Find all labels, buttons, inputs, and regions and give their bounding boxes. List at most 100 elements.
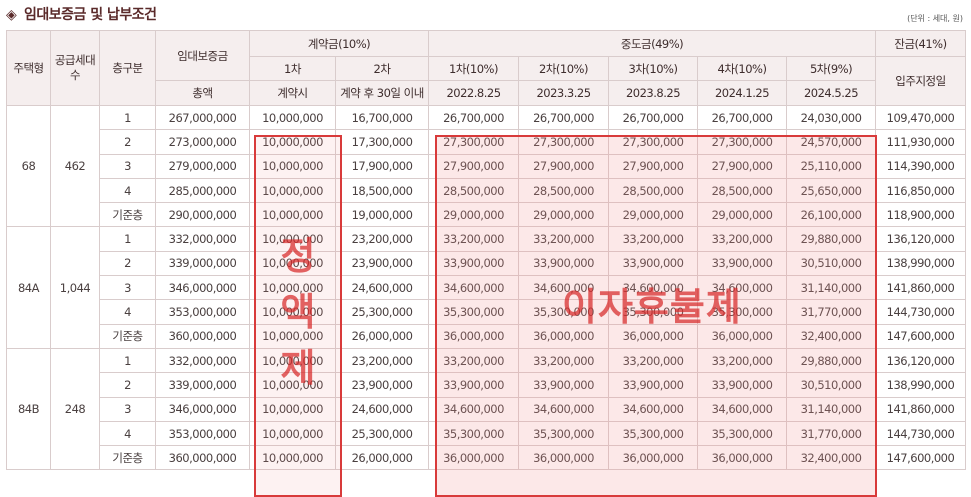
cell-floor: 2 (99, 129, 156, 155)
cell-amount: 35,300,000 (608, 299, 698, 325)
cell-floor: 3 (99, 275, 156, 301)
header-contract: 계약금(10%) (249, 30, 429, 57)
cell-amount: 35,300,000 (518, 420, 609, 447)
cell-floor: 1 (99, 226, 156, 252)
header-middle-date: 2023.3.25 (518, 80, 609, 106)
cell-amount: 27,900,000 (608, 153, 698, 179)
cell-supply-count: 248 (50, 347, 100, 471)
cell-amount: 35,300,000 (697, 420, 787, 447)
cell-amount: 33,200,000 (428, 226, 519, 252)
cell-amount: 26,700,000 (518, 104, 609, 131)
cell-amount: 136,120,000 (875, 347, 966, 374)
table-row: 4 353,000,000 10,000,000 25,300,000 35,300,0… (7, 299, 966, 325)
cell-amount: 144,730,000 (875, 420, 966, 447)
cell-amount: 29,880,000 (786, 226, 876, 252)
table-row: 68 462 1 267,000,000 10,000,000 16,700,000 26,… (6, 104, 966, 228)
cell-amount: 34,600,000 (697, 396, 787, 422)
cell-amount: 34,600,000 (608, 396, 698, 422)
table-row: 2 339,000,000 10,000,000 23,900,000 33,900,0… (7, 250, 966, 277)
cell-amount: 116,850,000 (875, 177, 966, 204)
table-row: 4 353,000,000 10,000,000 25,300,000 35,300,0… (7, 420, 966, 447)
cell-amount: 33,900,000 (428, 372, 519, 398)
table-row: 기준층 290,000,000 10,000,000 19,000,000 29,000… (7, 202, 966, 228)
header-middle-col: 3차(10%) (608, 56, 698, 81)
cell-amount: 114,390,000 (875, 153, 966, 179)
cell-amount: 27,300,000 (697, 129, 787, 155)
cell-amount: 111,930,000 (875, 129, 966, 155)
cell-floor: 2 (99, 372, 156, 398)
cell-amount: 360,000,000 (155, 445, 250, 471)
header-floor: 층구분 (99, 30, 156, 106)
cell-amount: 34,600,000 (428, 275, 519, 301)
cell-amount: 339,000,000 (155, 372, 250, 398)
cell-amount: 34,600,000 (518, 396, 609, 422)
cell-amount: 10,000,000 (249, 420, 336, 447)
cell-amount: 36,000,000 (518, 445, 609, 471)
table-row: 3 346,000,000 10,000,000 24,600,000 34,600,0… (7, 396, 966, 422)
header-middle-col: 1차(10%) (428, 56, 519, 81)
cell-amount: 27,900,000 (697, 153, 787, 179)
cell-amount: 339,000,000 (155, 250, 250, 277)
cell-amount: 10,000,000 (249, 202, 336, 228)
diamond-icon: ◈ (6, 7, 17, 23)
cell-amount: 26,000,000 (335, 445, 429, 471)
cell-amount: 33,200,000 (608, 226, 698, 252)
header-middle-date: 2022.8.25 (428, 80, 519, 106)
cell-amount: 32,400,000 (786, 323, 876, 349)
cell-floor: 1 (99, 347, 156, 374)
cell-amount: 10,000,000 (249, 347, 336, 374)
cell-amount: 34,600,000 (518, 275, 609, 301)
cell-amount: 33,900,000 (608, 250, 698, 277)
cell-amount: 33,200,000 (608, 347, 698, 374)
cell-housing-type: 68 (6, 104, 51, 228)
cell-supply-count: 462 (50, 104, 100, 228)
cell-amount: 24,600,000 (335, 275, 429, 301)
price-table-wrapper: 주택형 공급세대수 층구분 임대보증금 계약금(10%) 중도금(49%) 잔금… (6, 30, 966, 497)
cell-amount: 10,000,000 (249, 250, 336, 277)
cell-amount: 31,140,000 (786, 396, 876, 422)
cell-supply-count: 1,044 (50, 226, 100, 349)
cell-amount: 285,000,000 (155, 177, 250, 204)
cell-amount: 33,200,000 (697, 226, 787, 252)
cell-amount: 360,000,000 (155, 323, 250, 349)
deferred-interest-label: 이자후불제 (562, 285, 742, 329)
header-deposit-sub: 총액 (155, 80, 250, 106)
cell-amount: 33,900,000 (428, 250, 519, 277)
header-contract-2: 2차 (335, 56, 429, 81)
cell-amount: 33,900,000 (697, 372, 787, 398)
cell-amount: 353,000,000 (155, 299, 250, 325)
cell-amount: 25,650,000 (786, 177, 876, 204)
cell-amount: 346,000,000 (155, 396, 250, 422)
cell-amount: 36,000,000 (697, 445, 787, 471)
cell-amount: 141,860,000 (875, 396, 966, 422)
cell-amount: 10,000,000 (249, 299, 336, 325)
header-balance-sub: 입주지정일 (875, 56, 966, 106)
cell-amount: 25,300,000 (335, 299, 429, 325)
cell-amount: 36,000,000 (608, 323, 698, 349)
cell-floor: 4 (99, 420, 156, 447)
cell-amount: 10,000,000 (249, 153, 336, 179)
header-contract-1: 1차 (249, 56, 336, 81)
cell-amount: 26,700,000 (697, 104, 787, 131)
cell-floor: 기준층 (99, 202, 156, 228)
cell-amount: 30,510,000 (786, 250, 876, 277)
cell-amount: 31,770,000 (786, 299, 876, 325)
cell-amount: 10,000,000 (249, 177, 336, 204)
cell-amount: 273,000,000 (155, 129, 250, 155)
cell-amount: 290,000,000 (155, 202, 250, 228)
cell-amount: 10,000,000 (249, 445, 336, 471)
cell-amount: 35,300,000 (608, 420, 698, 447)
cell-floor: 기준층 (99, 445, 156, 471)
cell-floor: 기준층 (99, 323, 156, 349)
header-type: 주택형 (6, 30, 51, 106)
cell-amount: 28,500,000 (428, 177, 519, 204)
header-middle-col: 4차(10%) (697, 56, 787, 81)
cell-amount: 28,500,000 (608, 177, 698, 204)
cell-amount: 32,400,000 (786, 445, 876, 471)
header-middle-date: 2024.1.25 (697, 80, 787, 106)
cell-amount: 23,900,000 (335, 250, 429, 277)
cell-amount: 27,300,000 (518, 129, 609, 155)
cell-amount: 33,200,000 (518, 226, 609, 252)
cell-housing-type: 84B (6, 347, 51, 471)
cell-amount: 332,000,000 (155, 226, 250, 252)
